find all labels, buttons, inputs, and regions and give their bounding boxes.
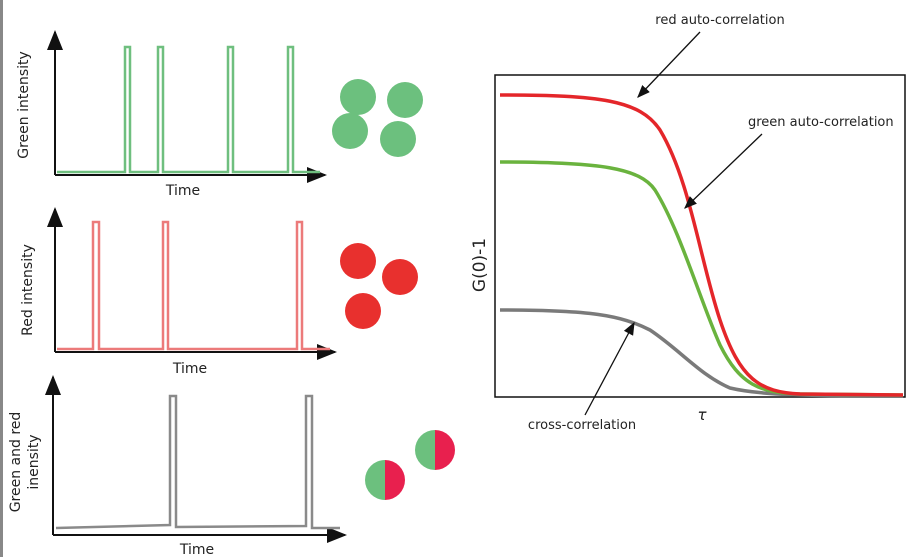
x-label: Time (165, 183, 200, 199)
y-label: Green and red (8, 412, 24, 513)
cross-trace (55, 394, 340, 530)
green-panel: Time Green intensity (16, 30, 423, 199)
arrow (584, 321, 635, 416)
green-molecules (332, 79, 423, 157)
correlation-plot: G(0)-1 τ red auto-correlation green auto… (470, 13, 906, 433)
y-label: inensity (26, 434, 42, 489)
red-molecules (340, 243, 418, 329)
red-trace (57, 220, 330, 351)
annotation: red auto-correlation (655, 13, 784, 28)
x-label: τ (697, 406, 707, 424)
annotation: cross-correlation (528, 418, 636, 433)
cross-curve (499, 308, 904, 398)
y-label: G(0)-1 (470, 238, 490, 292)
red-curve (499, 93, 904, 397)
annotation: green auto-correlation (748, 115, 894, 130)
dual-molecules (365, 430, 455, 500)
cross-panel: Time Green and red inensity (8, 375, 455, 557)
red-panel: Time Red intensity (20, 207, 418, 377)
y-label: Green intensity (16, 51, 32, 159)
arrow (684, 133, 763, 209)
x-label: Time (179, 542, 214, 557)
plot-frame (494, 74, 906, 398)
arrow (637, 31, 701, 98)
green-curve (499, 160, 904, 397)
left-border (0, 0, 3, 557)
y-label: Red intensity (20, 244, 36, 336)
green-trace (57, 45, 320, 174)
x-label: Time (172, 361, 207, 377)
